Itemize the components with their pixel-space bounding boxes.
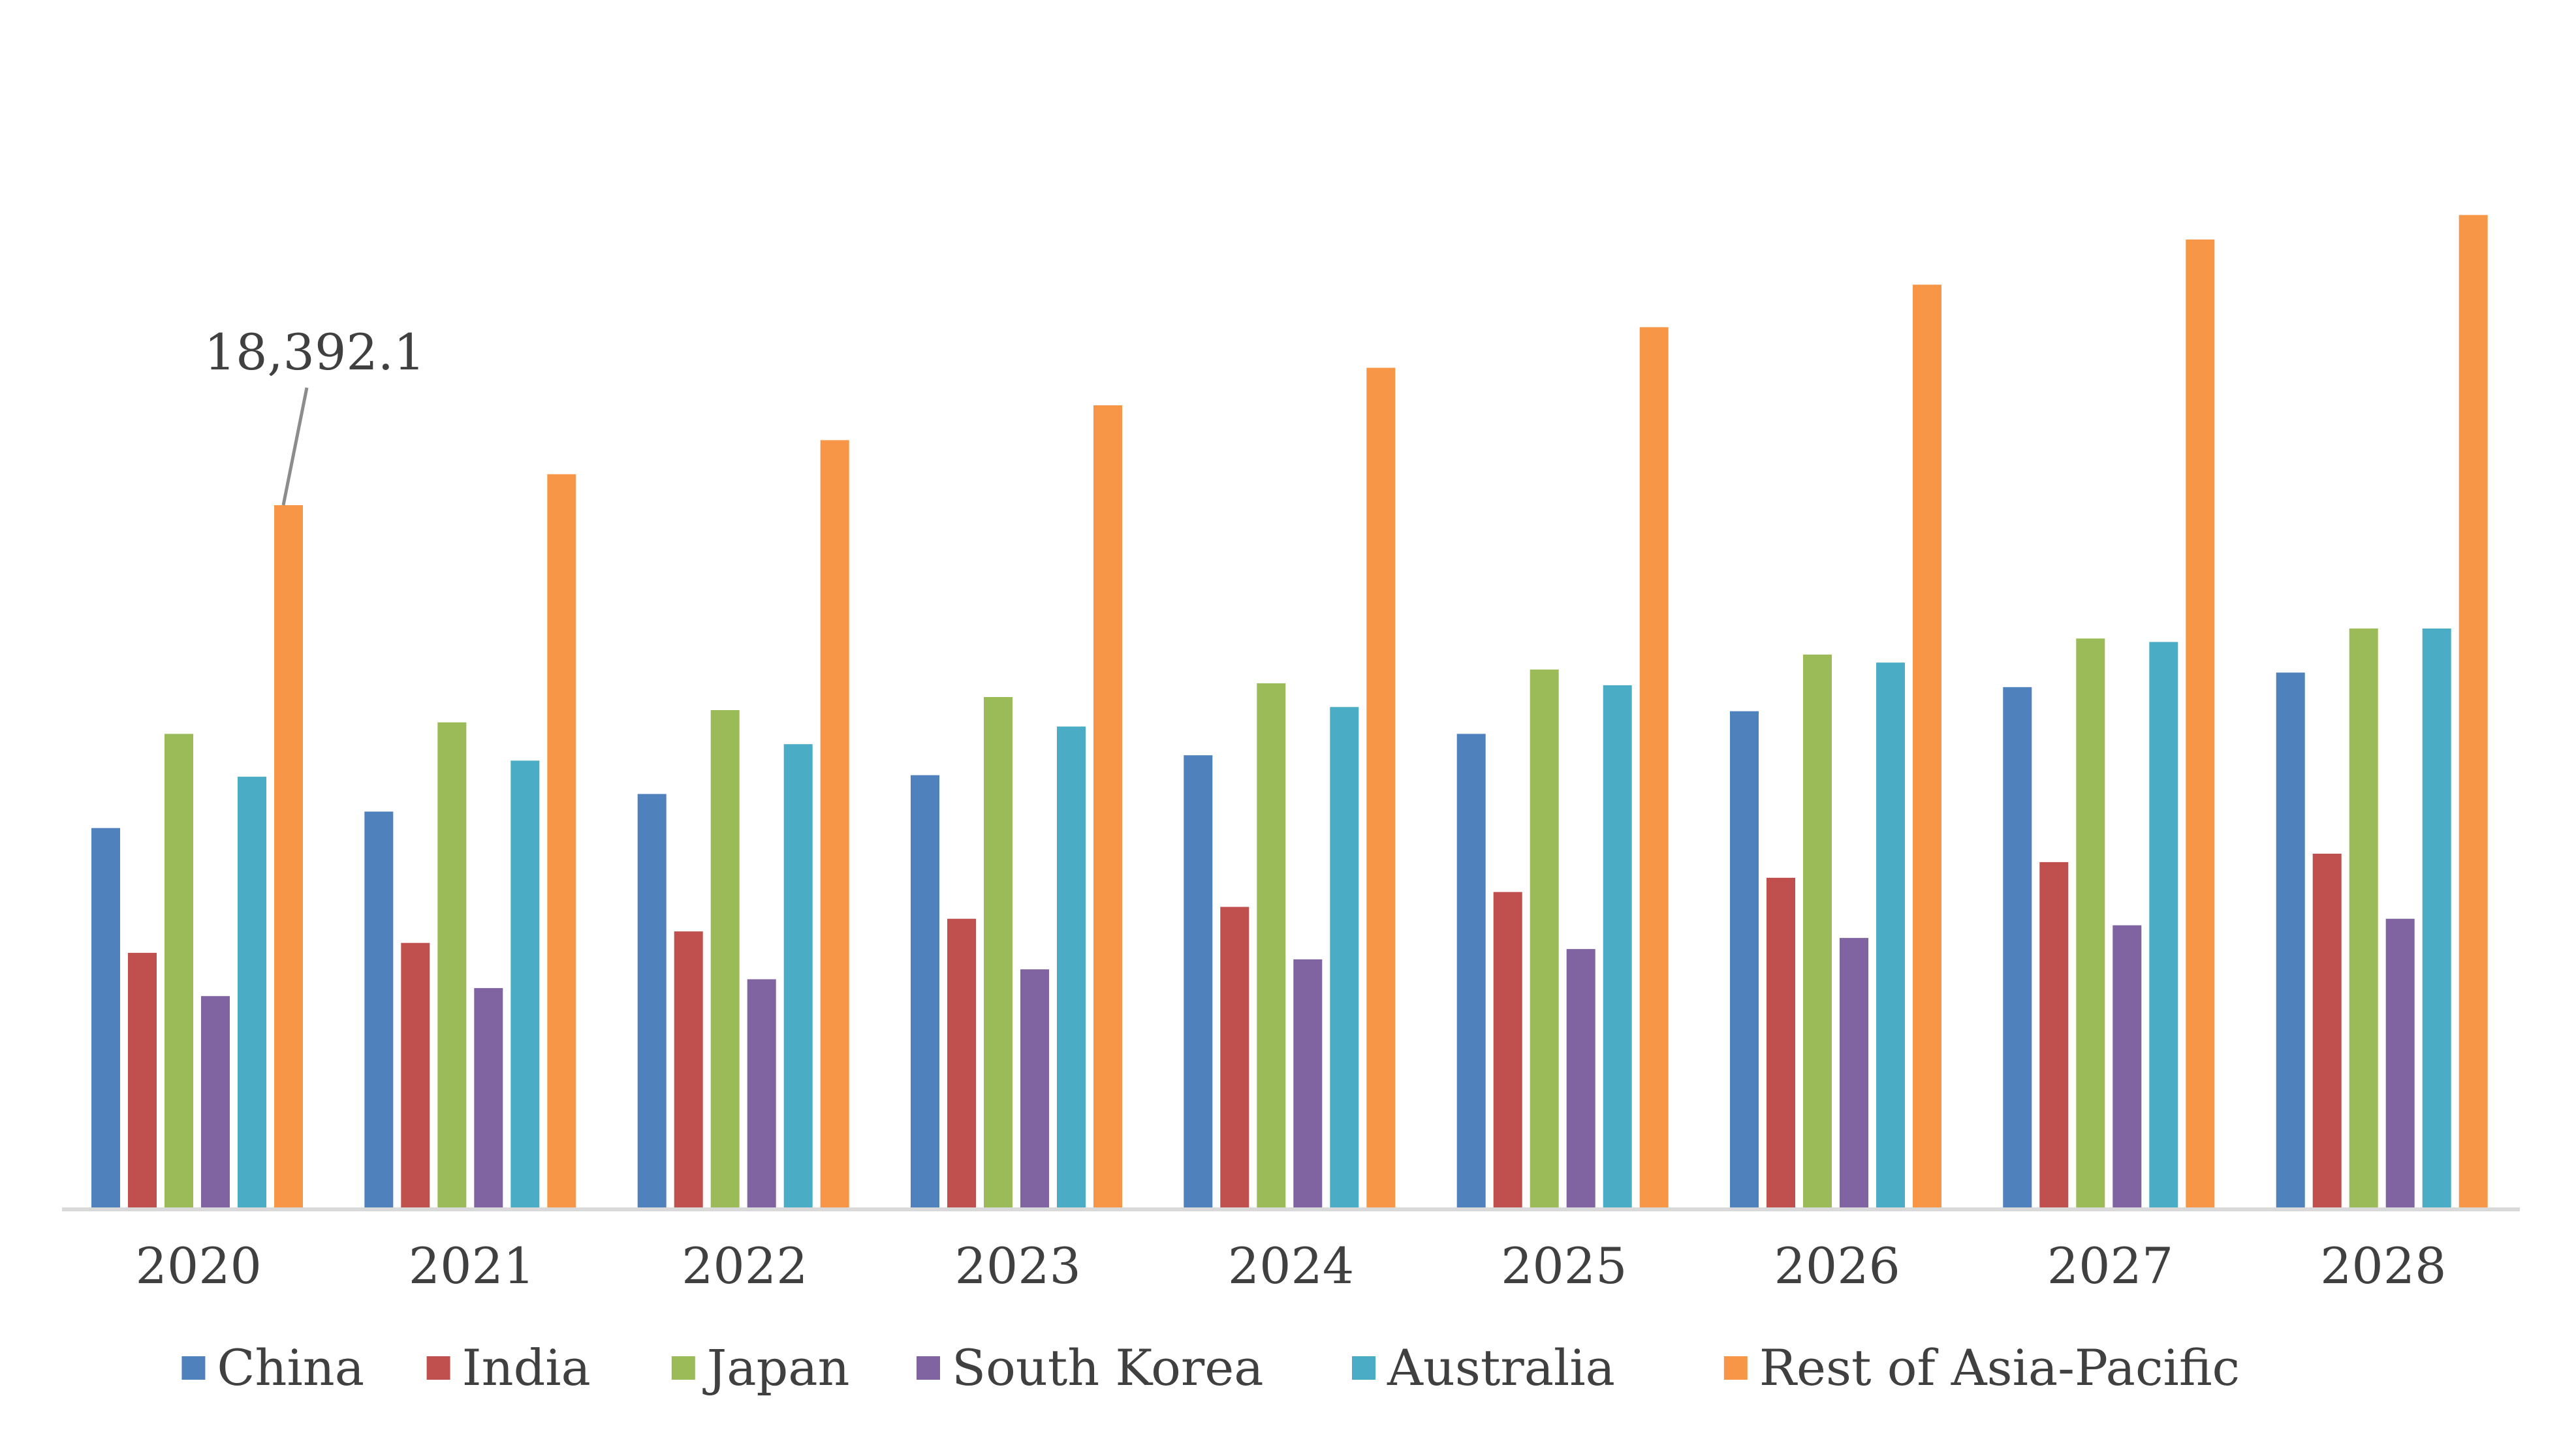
legend-swatch-china (181, 1356, 206, 1380)
bar-rest-of-asia-pacific-2027 (2186, 240, 2215, 1209)
bar-japan-2021 (437, 722, 467, 1209)
bar-japan-2022 (710, 710, 740, 1209)
bar-rest-of-asia-pacific-2026 (1913, 285, 1941, 1210)
x-tick-label-2022: 2022 (682, 1237, 808, 1295)
legend-swatch-rest-of-asia-pacific (1723, 1356, 1748, 1380)
bar-australia-2027 (2149, 642, 2178, 1209)
x-tick-labels: 2020 2021 2022 2023 2024 2025 2026 2027 2028 (135, 1237, 2446, 1295)
legend-label-australia: Australia (1387, 1339, 1615, 1397)
bar-china-2021 (364, 811, 394, 1209)
legend-label-china: China (217, 1339, 364, 1397)
bar-china-2027 (2003, 687, 2032, 1209)
legend-swatch-india (426, 1356, 450, 1380)
bar-rest-of-asia-pacific-2025 (1639, 327, 1669, 1209)
annotations-layer: 18,392.1 (204, 323, 425, 506)
bar-china-2024 (1184, 755, 1213, 1209)
bar-china-2020 (91, 828, 120, 1209)
bar-china-2022 (637, 794, 667, 1209)
annotation-label: 18,392.1 (204, 323, 425, 381)
bar-australia-2023 (1057, 726, 1086, 1209)
legend-item-south-korea: South Korea (917, 1339, 1264, 1397)
bar-south-korea-2024 (1293, 959, 1323, 1209)
bar-rest-of-asia-pacific-2020 (274, 505, 303, 1209)
bar-china-2028 (2276, 672, 2305, 1209)
annotation-leader-line (281, 387, 309, 506)
bar-china-2026 (1730, 711, 1759, 1209)
bar-india-2022 (674, 931, 703, 1209)
legend-label-india: India (462, 1339, 591, 1397)
bar-australia-2020 (238, 777, 266, 1209)
bar-australia-2021 (510, 760, 540, 1209)
bar-south-korea-2023 (1020, 969, 1049, 1209)
bar-japan-2020 (165, 734, 193, 1209)
legend-item-india: India (426, 1339, 591, 1397)
bar-south-korea-2021 (474, 987, 503, 1209)
bar-india-2021 (401, 942, 430, 1209)
legend-swatch-south-korea (917, 1356, 940, 1380)
bar-south-korea-2022 (747, 979, 776, 1209)
bar-japan-2024 (1257, 683, 1286, 1209)
x-tick-label-2024: 2024 (1228, 1237, 1354, 1295)
legend-label-rest-of-asia-pacific: Rest of Asia-Pacific (1759, 1339, 2240, 1397)
bar-india-2020 (128, 952, 157, 1209)
bar-india-2024 (1220, 907, 1249, 1209)
x-tick-label-2025: 2025 (1501, 1237, 1627, 1295)
bar-china-2025 (1456, 734, 1486, 1209)
bar-india-2026 (1767, 877, 1795, 1209)
bar-india-2028 (2312, 854, 2342, 1209)
bar-rest-of-asia-pacific-2022 (820, 440, 849, 1209)
bar-india-2025 (1493, 892, 1522, 1209)
bar-australia-2022 (783, 744, 813, 1209)
legend-label-south-korea: South Korea (952, 1339, 1264, 1397)
x-tick-label-2020: 2020 (135, 1237, 261, 1295)
legend-swatch-japan (671, 1356, 695, 1380)
legend-item-rest-of-asia-pacific: Rest of Asia-Pacific (1723, 1339, 2240, 1397)
bar-japan-2026 (1803, 654, 1832, 1209)
bar-australia-2026 (1876, 662, 1905, 1209)
x-tick-label-2023: 2023 (954, 1237, 1080, 1295)
bar-india-2023 (947, 918, 976, 1209)
legend-label-japan: Japan (702, 1339, 850, 1397)
x-tick-label-2021: 2021 (409, 1237, 535, 1295)
legend-swatch-australia (1352, 1356, 1375, 1380)
bar-south-korea-2020 (201, 996, 230, 1209)
x-tick-label-2027: 2027 (2047, 1237, 2173, 1295)
bar-australia-2028 (2422, 629, 2451, 1209)
bar-australia-2024 (1330, 707, 1359, 1209)
x-tick-label-2026: 2026 (1774, 1237, 1900, 1295)
bar-rest-of-asia-pacific-2024 (1366, 367, 1396, 1209)
bar-south-korea-2028 (2385, 918, 2415, 1209)
bar-rest-of-asia-pacific-2021 (547, 474, 576, 1209)
bar-rest-of-asia-pacific-2023 (1093, 405, 1122, 1209)
legend-item-china: China (181, 1339, 364, 1397)
bar-australia-2025 (1603, 685, 1632, 1209)
bar-japan-2023 (984, 697, 1013, 1209)
bar-south-korea-2025 (1566, 949, 1595, 1209)
bar-china-2023 (911, 775, 939, 1209)
bar-japan-2025 (1530, 669, 1559, 1209)
bar-south-korea-2026 (1840, 938, 1868, 1209)
bar-japan-2027 (2076, 638, 2105, 1209)
legend: China India Japan South Korea Australia Rest … (181, 1339, 2240, 1397)
legend-item-australia: Australia (1352, 1339, 1615, 1397)
bar-india-2027 (2039, 862, 2069, 1209)
bar-south-korea-2027 (2113, 925, 2142, 1209)
legend-item-japan: Japan (671, 1339, 850, 1397)
bars-layer (91, 215, 2488, 1210)
x-tick-label-2028: 2028 (2320, 1237, 2446, 1295)
bar-japan-2028 (2349, 629, 2378, 1209)
bar-rest-of-asia-pacific-2028 (2458, 215, 2488, 1209)
